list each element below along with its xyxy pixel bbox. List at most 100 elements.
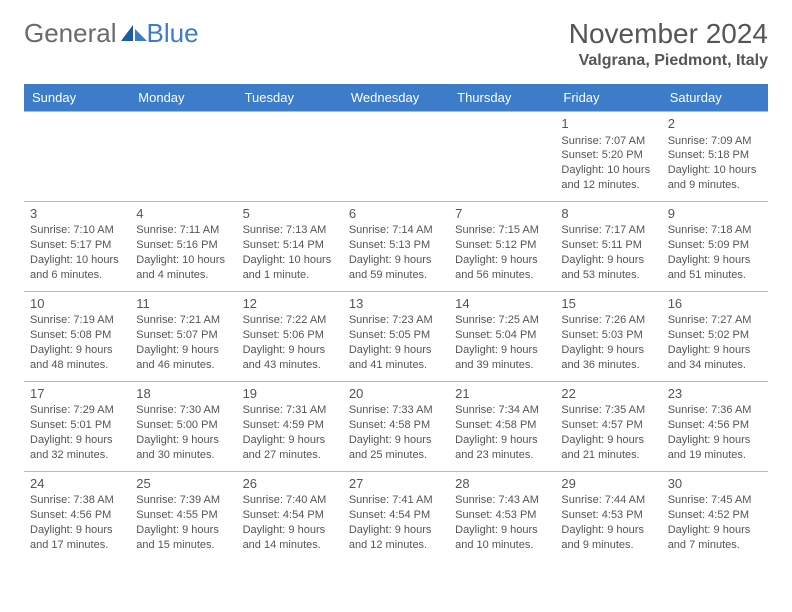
day-cell: 29Sunrise: 7:44 AMSunset: 4:53 PMDayligh… xyxy=(555,471,661,560)
day-header: Friday xyxy=(555,84,661,112)
day-number: 10 xyxy=(30,295,124,313)
sunrise-text: Sunrise: 7:34 AM xyxy=(455,403,549,418)
logo: General Blue xyxy=(24,18,199,49)
sunrise-text: Sunrise: 7:36 AM xyxy=(668,403,762,418)
daylight-text: Daylight: 9 hours and 48 minutes. xyxy=(30,343,124,373)
day-number: 1 xyxy=(561,115,655,133)
daylight-text: Daylight: 10 hours and 9 minutes. xyxy=(668,163,762,193)
daylight-text: Daylight: 9 hours and 14 minutes. xyxy=(243,523,337,553)
day-number: 8 xyxy=(561,205,655,223)
day-header: Thursday xyxy=(449,84,555,112)
daylight-text: Daylight: 9 hours and 56 minutes. xyxy=(455,253,549,283)
sunrise-text: Sunrise: 7:31 AM xyxy=(243,403,337,418)
day-number: 14 xyxy=(455,295,549,313)
day-number: 20 xyxy=(349,385,443,403)
sunset-text: Sunset: 4:52 PM xyxy=(668,508,762,523)
day-number: 5 xyxy=(243,205,337,223)
daylight-text: Daylight: 9 hours and 51 minutes. xyxy=(668,253,762,283)
day-cell: 17Sunrise: 7:29 AMSunset: 5:01 PMDayligh… xyxy=(24,381,130,471)
sunrise-text: Sunrise: 7:35 AM xyxy=(561,403,655,418)
day-cell: 6Sunrise: 7:14 AMSunset: 5:13 PMDaylight… xyxy=(343,201,449,291)
daylight-text: Daylight: 10 hours and 12 minutes. xyxy=(561,163,655,193)
day-cell: 11Sunrise: 7:21 AMSunset: 5:07 PMDayligh… xyxy=(130,291,236,381)
sunrise-text: Sunrise: 7:29 AM xyxy=(30,403,124,418)
calendar-week-row: 17Sunrise: 7:29 AMSunset: 5:01 PMDayligh… xyxy=(24,381,768,471)
title-month: November 2024 xyxy=(569,18,768,50)
calendar-table: SundayMondayTuesdayWednesdayThursdayFrid… xyxy=(24,84,768,561)
sunset-text: Sunset: 5:03 PM xyxy=(561,328,655,343)
logo-text-general: General xyxy=(24,18,117,49)
sunrise-text: Sunrise: 7:25 AM xyxy=(455,313,549,328)
day-header: Sunday xyxy=(24,84,130,112)
day-header: Monday xyxy=(130,84,236,112)
day-number: 29 xyxy=(561,475,655,493)
day-number: 7 xyxy=(455,205,549,223)
day-number: 2 xyxy=(668,115,762,133)
sunset-text: Sunset: 4:54 PM xyxy=(349,508,443,523)
day-header: Saturday xyxy=(662,84,768,112)
day-cell: 22Sunrise: 7:35 AMSunset: 4:57 PMDayligh… xyxy=(555,381,661,471)
day-cell: 7Sunrise: 7:15 AMSunset: 5:12 PMDaylight… xyxy=(449,201,555,291)
empty-cell xyxy=(449,112,555,202)
logo-text-blue: Blue xyxy=(147,18,199,49)
daylight-text: Daylight: 9 hours and 59 minutes. xyxy=(349,253,443,283)
day-number: 23 xyxy=(668,385,762,403)
title-block: November 2024 Valgrana, Piedmont, Italy xyxy=(569,18,768,70)
day-number: 24 xyxy=(30,475,124,493)
sunrise-text: Sunrise: 7:40 AM xyxy=(243,493,337,508)
day-number: 15 xyxy=(561,295,655,313)
day-cell: 14Sunrise: 7:25 AMSunset: 5:04 PMDayligh… xyxy=(449,291,555,381)
day-number: 13 xyxy=(349,295,443,313)
daylight-text: Daylight: 9 hours and 17 minutes. xyxy=(30,523,124,553)
sunset-text: Sunset: 5:07 PM xyxy=(136,328,230,343)
sunset-text: Sunset: 4:53 PM xyxy=(561,508,655,523)
sunset-text: Sunset: 5:17 PM xyxy=(30,238,124,253)
day-cell: 3Sunrise: 7:10 AMSunset: 5:17 PMDaylight… xyxy=(24,201,130,291)
empty-cell xyxy=(343,112,449,202)
daylight-text: Daylight: 9 hours and 9 minutes. xyxy=(561,523,655,553)
day-number: 9 xyxy=(668,205,762,223)
day-number: 25 xyxy=(136,475,230,493)
day-cell: 25Sunrise: 7:39 AMSunset: 4:55 PMDayligh… xyxy=(130,471,236,560)
sunset-text: Sunset: 4:56 PM xyxy=(668,418,762,433)
sunrise-text: Sunrise: 7:18 AM xyxy=(668,223,762,238)
sunset-text: Sunset: 4:59 PM xyxy=(243,418,337,433)
sunrise-text: Sunrise: 7:38 AM xyxy=(30,493,124,508)
day-cell: 1Sunrise: 7:07 AMSunset: 5:20 PMDaylight… xyxy=(555,112,661,202)
day-number: 27 xyxy=(349,475,443,493)
sunrise-text: Sunrise: 7:13 AM xyxy=(243,223,337,238)
daylight-text: Daylight: 9 hours and 15 minutes. xyxy=(136,523,230,553)
daylight-text: Daylight: 9 hours and 53 minutes. xyxy=(561,253,655,283)
sunrise-text: Sunrise: 7:23 AM xyxy=(349,313,443,328)
daylight-text: Daylight: 10 hours and 6 minutes. xyxy=(30,253,124,283)
sunset-text: Sunset: 5:20 PM xyxy=(561,148,655,163)
day-number: 16 xyxy=(668,295,762,313)
sunrise-text: Sunrise: 7:22 AM xyxy=(243,313,337,328)
day-cell: 30Sunrise: 7:45 AMSunset: 4:52 PMDayligh… xyxy=(662,471,768,560)
daylight-text: Daylight: 9 hours and 36 minutes. xyxy=(561,343,655,373)
sunset-text: Sunset: 4:58 PM xyxy=(349,418,443,433)
day-cell: 24Sunrise: 7:38 AMSunset: 4:56 PMDayligh… xyxy=(24,471,130,560)
daylight-text: Daylight: 10 hours and 4 minutes. xyxy=(136,253,230,283)
day-cell: 19Sunrise: 7:31 AMSunset: 4:59 PMDayligh… xyxy=(237,381,343,471)
sunset-text: Sunset: 4:57 PM xyxy=(561,418,655,433)
sunset-text: Sunset: 5:00 PM xyxy=(136,418,230,433)
sunrise-text: Sunrise: 7:39 AM xyxy=(136,493,230,508)
sunrise-text: Sunrise: 7:44 AM xyxy=(561,493,655,508)
sunrise-text: Sunrise: 7:15 AM xyxy=(455,223,549,238)
day-number: 19 xyxy=(243,385,337,403)
sunset-text: Sunset: 5:08 PM xyxy=(30,328,124,343)
day-number: 22 xyxy=(561,385,655,403)
sunrise-text: Sunrise: 7:17 AM xyxy=(561,223,655,238)
daylight-text: Daylight: 9 hours and 19 minutes. xyxy=(668,433,762,463)
daylight-text: Daylight: 9 hours and 32 minutes. xyxy=(30,433,124,463)
day-cell: 26Sunrise: 7:40 AMSunset: 4:54 PMDayligh… xyxy=(237,471,343,560)
calendar-week-row: 10Sunrise: 7:19 AMSunset: 5:08 PMDayligh… xyxy=(24,291,768,381)
daylight-text: Daylight: 9 hours and 21 minutes. xyxy=(561,433,655,463)
daylight-text: Daylight: 9 hours and 10 minutes. xyxy=(455,523,549,553)
daylight-text: Daylight: 9 hours and 7 minutes. xyxy=(668,523,762,553)
sunrise-text: Sunrise: 7:27 AM xyxy=(668,313,762,328)
sunrise-text: Sunrise: 7:07 AM xyxy=(561,134,655,149)
daylight-text: Daylight: 9 hours and 30 minutes. xyxy=(136,433,230,463)
sunrise-text: Sunrise: 7:26 AM xyxy=(561,313,655,328)
